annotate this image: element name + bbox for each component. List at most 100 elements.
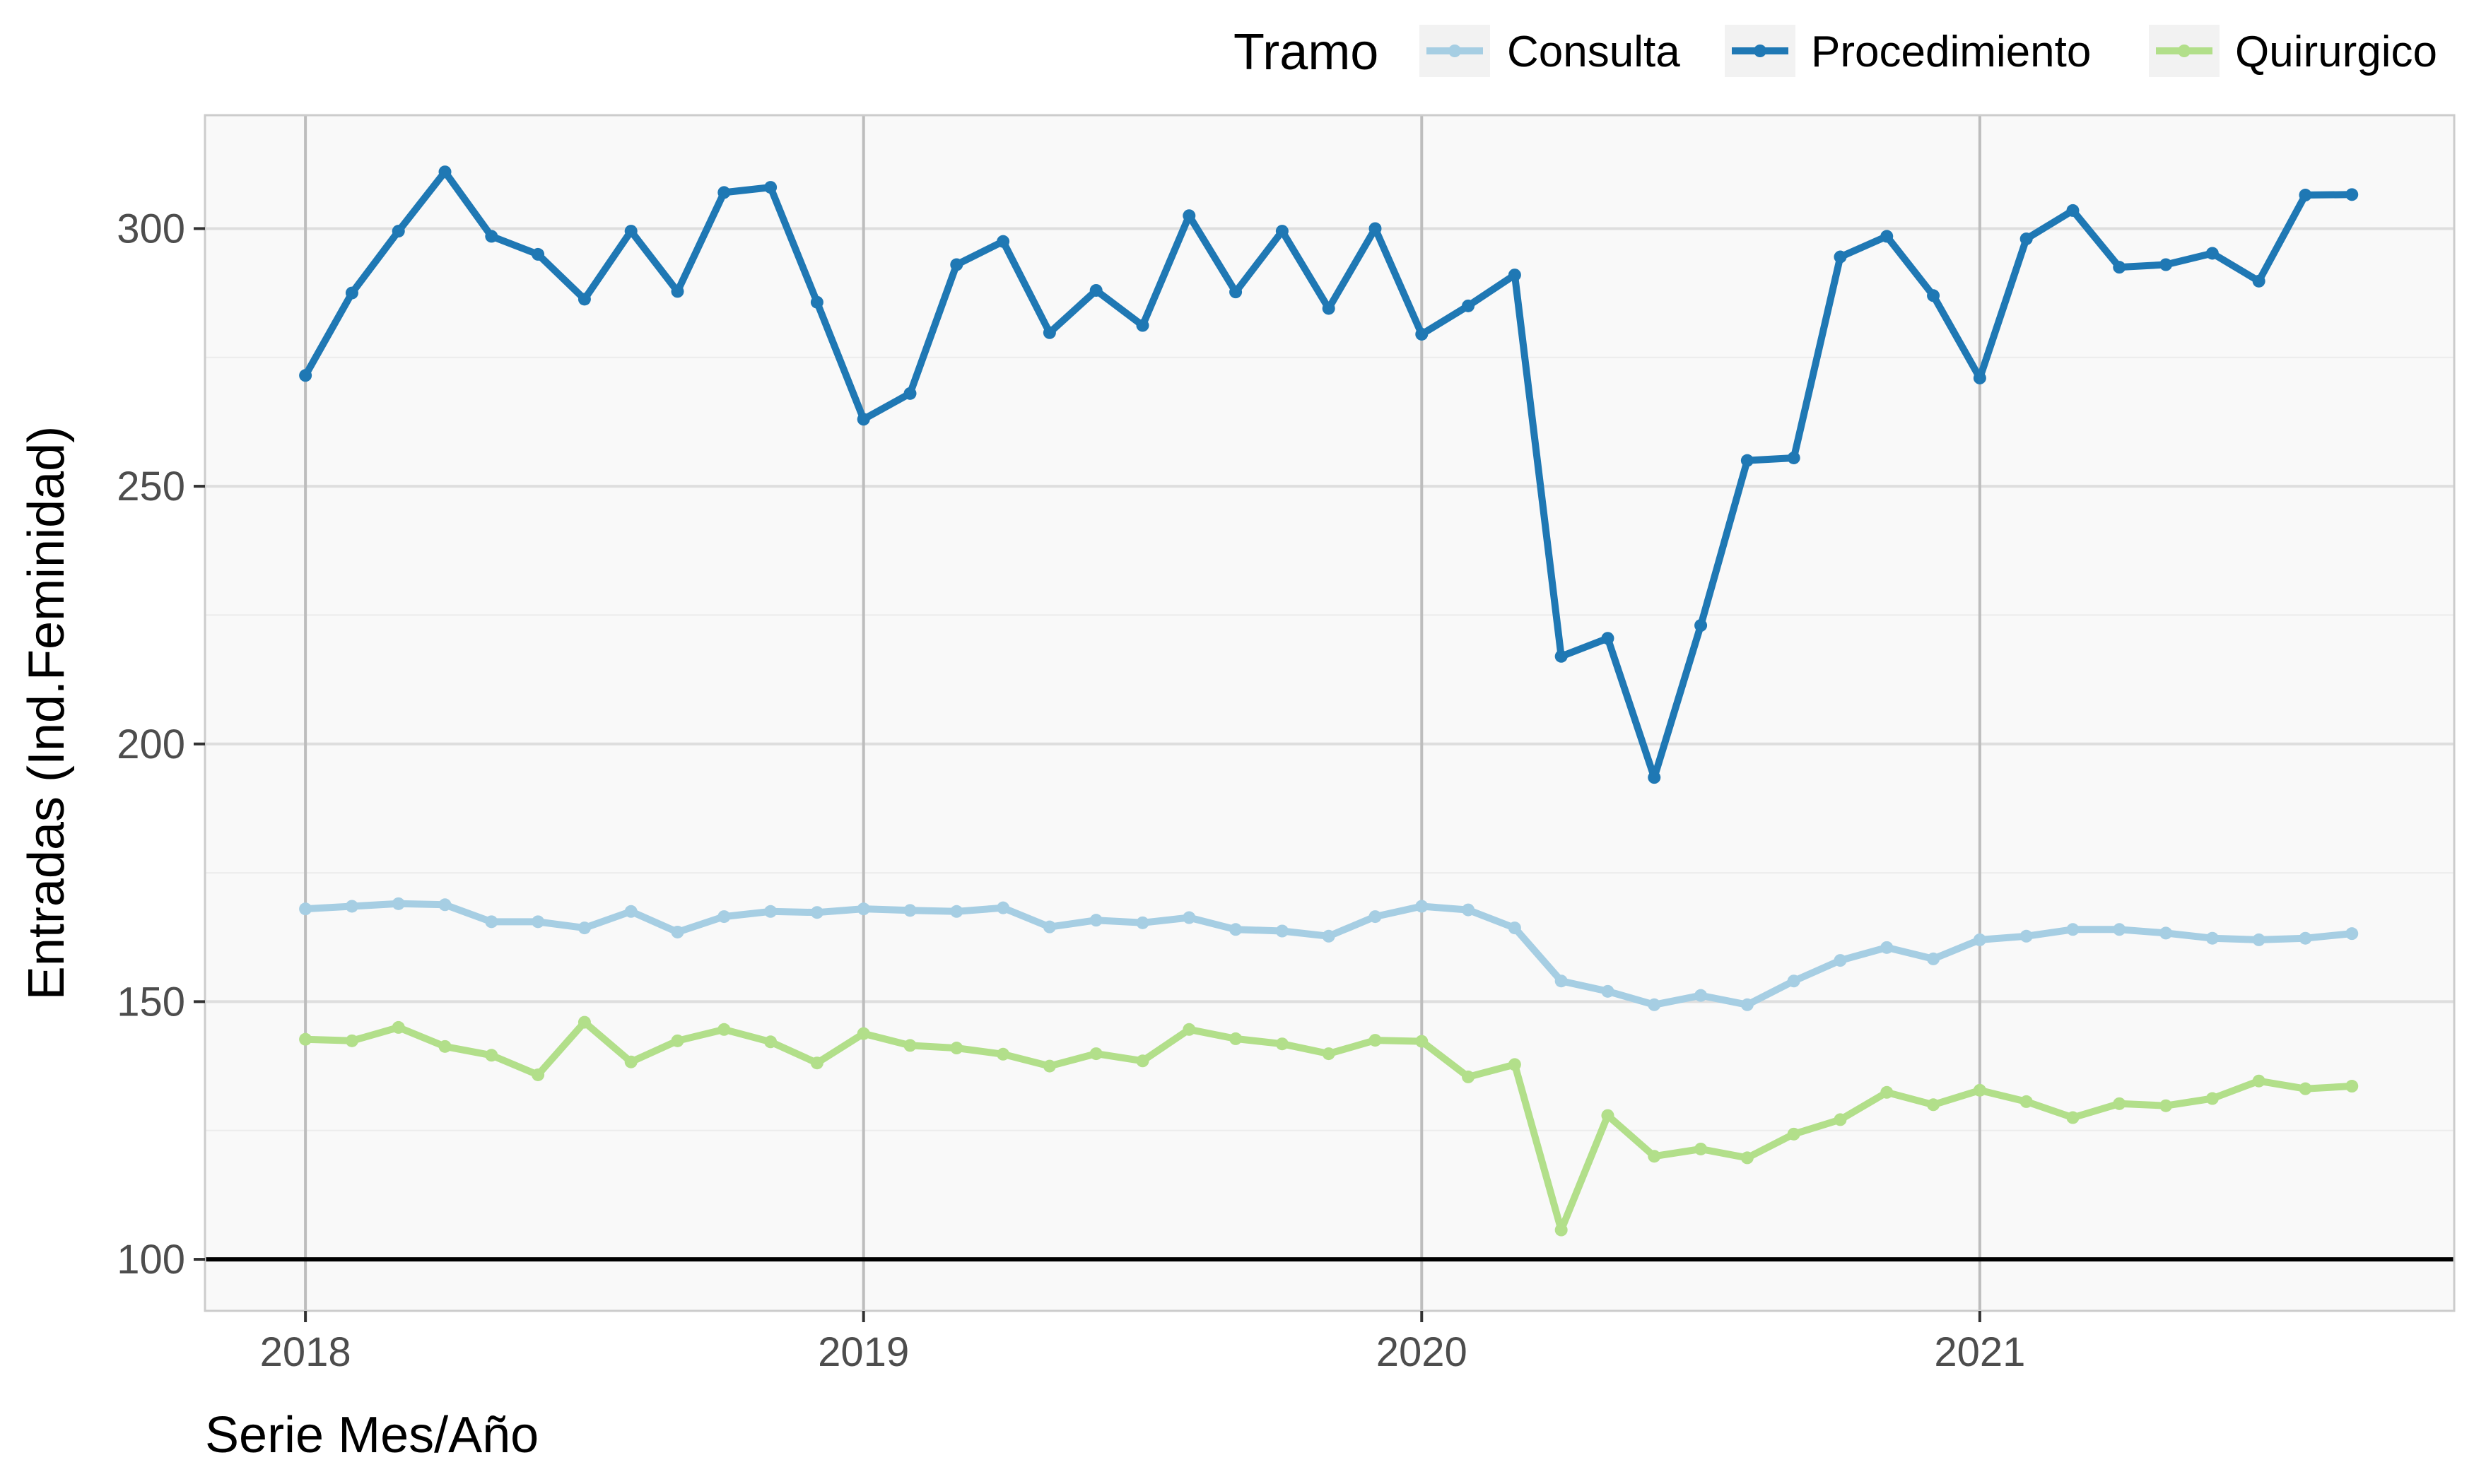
data-point xyxy=(1740,998,1754,1011)
data-point xyxy=(1694,619,1708,632)
data-point xyxy=(1368,1034,1382,1047)
plot-border xyxy=(204,114,2456,1312)
data-point xyxy=(1229,285,1243,299)
data-point xyxy=(1043,326,1056,339)
legend-title: Tramo xyxy=(1233,24,1378,81)
data-point xyxy=(1927,952,1940,965)
data-point xyxy=(764,1035,778,1049)
data-point xyxy=(2066,204,2080,217)
data-point xyxy=(997,901,1010,914)
data-point xyxy=(578,1015,591,1029)
data-point xyxy=(1508,269,1521,282)
y-axis-ticks: 100 150 200 250 300 xyxy=(117,206,205,1283)
data-point xyxy=(857,1027,870,1040)
legend-item-procedimiento: Procedimiento xyxy=(1725,25,2091,77)
x-tick-label: 2019 xyxy=(818,1329,909,1375)
data-point xyxy=(1368,222,1382,235)
data-point xyxy=(1415,900,1429,913)
data-point xyxy=(438,898,452,912)
legend: Tramo Consulta Procedimiento Quirurgico xyxy=(1233,24,2437,81)
legend-label: Quirurgico xyxy=(2235,28,2437,76)
data-point xyxy=(1089,1047,1103,1061)
data-point xyxy=(1508,921,1521,935)
data-point xyxy=(764,905,778,918)
data-point xyxy=(2345,1080,2359,1093)
data-point xyxy=(1648,998,1661,1011)
legend-key-point xyxy=(2178,45,2191,57)
data-point xyxy=(1880,1085,1894,1099)
data-point xyxy=(2252,274,2265,288)
x-tick-label: 2021 xyxy=(1934,1329,2025,1375)
data-point xyxy=(903,387,917,400)
data-point xyxy=(392,1020,405,1034)
data-point xyxy=(671,925,684,938)
legend-label: Procedimiento xyxy=(1811,28,2091,76)
y-tick-label: 250 xyxy=(117,464,185,510)
data-point xyxy=(1089,914,1103,927)
data-point xyxy=(2113,923,2126,936)
data-point xyxy=(997,235,1010,248)
data-point xyxy=(2019,232,2033,246)
data-point xyxy=(1462,903,1475,917)
legend-key-point xyxy=(1448,45,1461,57)
data-point xyxy=(438,1040,452,1053)
data-point xyxy=(1322,929,1335,943)
legend-label: Consulta xyxy=(1507,28,1680,76)
data-point xyxy=(810,295,823,309)
data-point xyxy=(532,1068,545,1081)
data-point xyxy=(624,905,638,918)
data-point xyxy=(717,186,731,199)
data-point xyxy=(345,286,358,300)
data-point xyxy=(345,900,358,913)
data-point xyxy=(299,369,312,382)
x-axis-title: Serie Mes/Año xyxy=(205,1407,539,1464)
data-point xyxy=(1136,1054,1149,1068)
data-point xyxy=(1740,454,1754,467)
series-procedimiento xyxy=(299,165,2359,784)
data-point xyxy=(857,413,870,426)
plot-background xyxy=(205,115,2454,1311)
data-point xyxy=(1554,974,1568,988)
data-point xyxy=(1136,319,1149,332)
legend-key-point xyxy=(1754,45,1766,57)
grid-minor xyxy=(205,356,2454,1131)
data-point xyxy=(1694,989,1708,1002)
data-point xyxy=(1648,771,1661,784)
data-point xyxy=(624,225,638,238)
data-point xyxy=(1275,924,1289,938)
data-point xyxy=(1648,1150,1661,1163)
data-point xyxy=(810,906,823,919)
data-point xyxy=(1834,1113,1847,1126)
data-point xyxy=(2345,927,2359,941)
data-point xyxy=(1554,1223,1568,1237)
data-point xyxy=(903,904,917,917)
data-point xyxy=(997,1047,1010,1061)
data-point xyxy=(299,1032,312,1046)
data-point xyxy=(2113,1097,2126,1110)
data-point xyxy=(1834,954,1847,967)
data-point xyxy=(1927,289,1940,302)
y-tick-label: 150 xyxy=(117,979,185,1025)
data-point xyxy=(1601,1109,1614,1122)
x-tick-label: 2020 xyxy=(1376,1329,1467,1375)
data-point xyxy=(2019,1095,2033,1108)
data-point xyxy=(1368,910,1382,924)
data-point xyxy=(2252,933,2265,946)
data-point xyxy=(1880,941,1894,954)
data-point xyxy=(485,1049,498,1062)
data-point xyxy=(857,902,870,916)
data-point xyxy=(2066,923,2080,936)
legend-item-quirurgico: Quirurgico xyxy=(2149,25,2437,77)
data-point xyxy=(578,293,591,306)
data-point xyxy=(485,230,498,243)
data-point xyxy=(299,902,312,916)
data-point xyxy=(2159,1099,2173,1112)
data-point xyxy=(717,910,731,924)
data-point xyxy=(764,181,778,194)
data-point xyxy=(1275,1037,1289,1051)
data-point xyxy=(1462,1070,1475,1083)
data-point xyxy=(2159,926,2173,940)
data-point xyxy=(1973,371,1986,384)
data-point xyxy=(1229,1032,1243,1045)
